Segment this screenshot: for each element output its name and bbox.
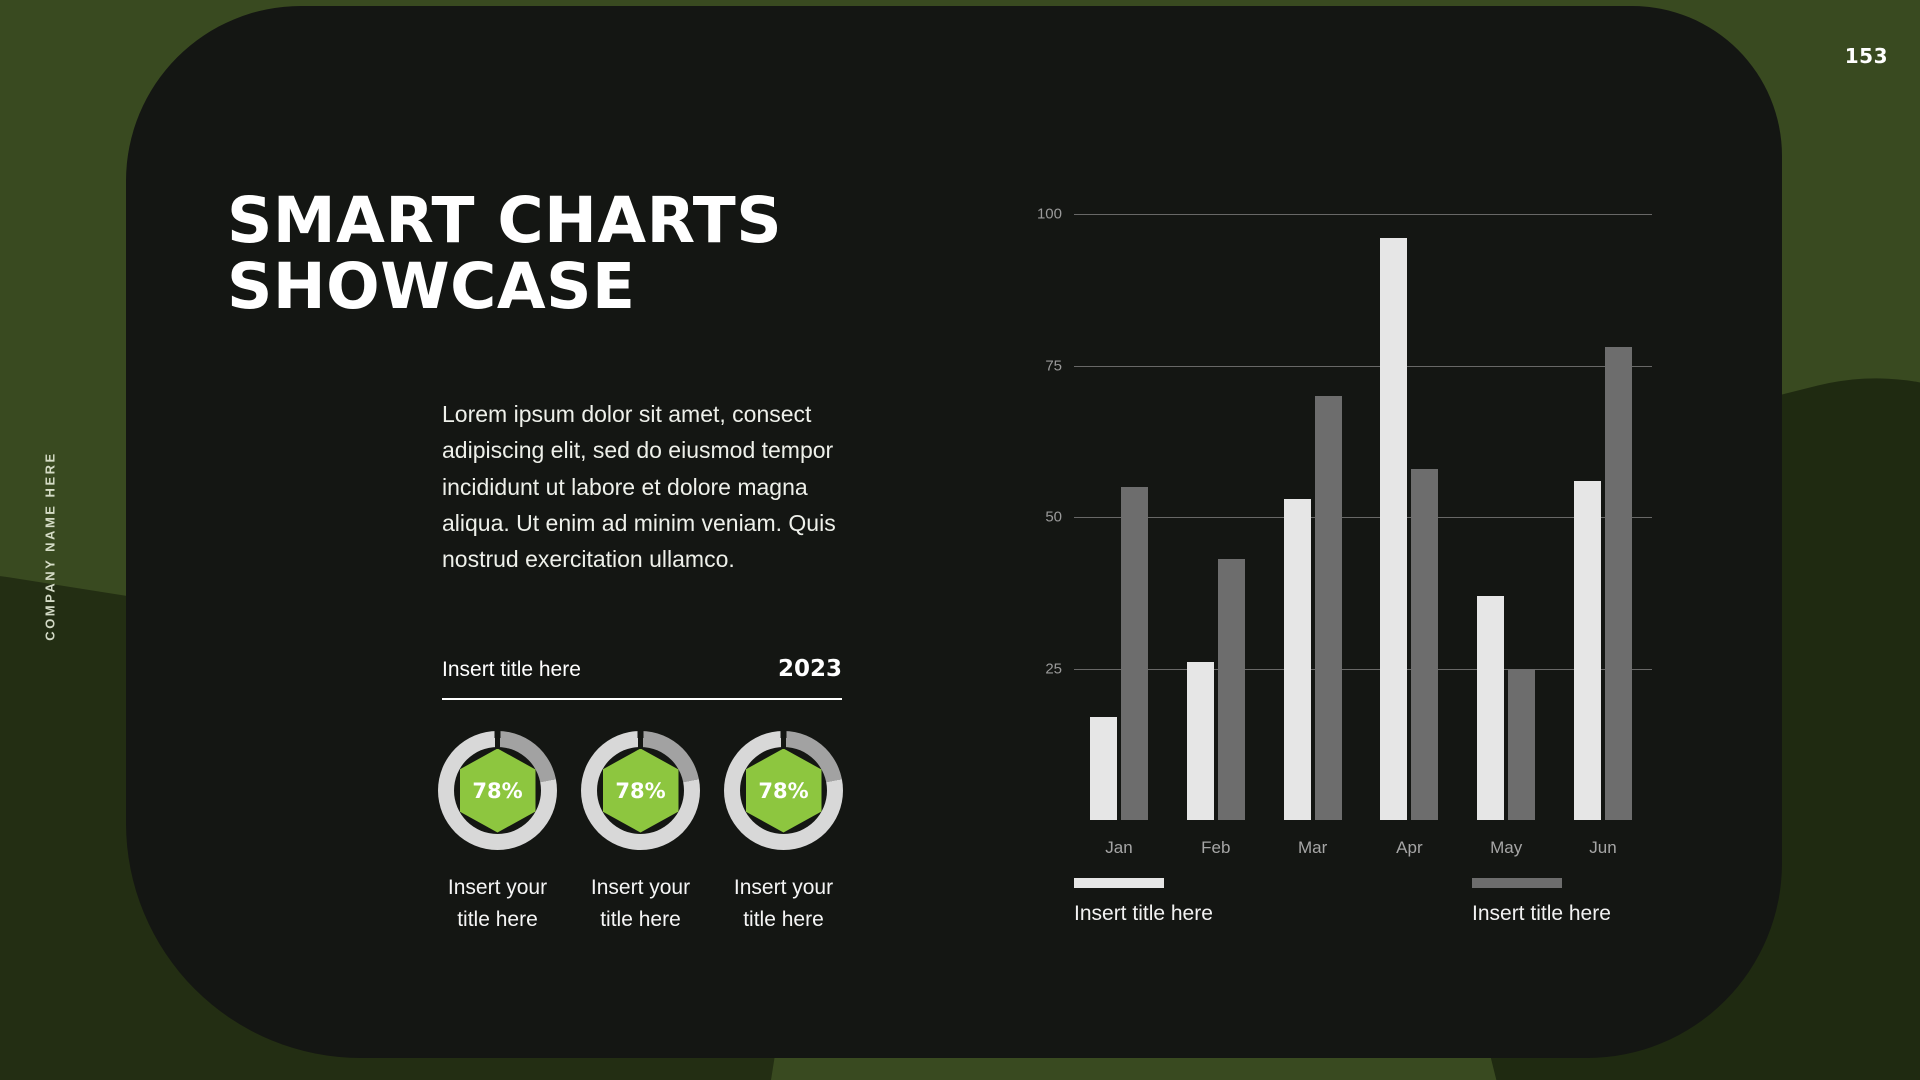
legend-label: Insert title here [1074,902,1213,925]
bar [1090,716,1117,820]
y-axis-tick-label: 50 [1045,508,1062,526]
x-axis-label: May [1490,838,1523,857]
x-axis-label: Apr [1396,838,1423,857]
bar [1186,662,1214,820]
gauge: 78% Insert your title here [724,731,843,935]
x-axis-label: Jan [1105,838,1133,857]
bar-group: Jun [1573,214,1632,857]
gauge: 78% Insert your title here [438,731,557,935]
bar-chart: 25 50 75 100 Jan Feb Mar Apr May Jun Insert title… [1037,206,1652,994]
hexagon-badge: 78% [602,748,679,833]
bar [1217,559,1245,820]
x-axis-label: Feb [1201,838,1231,857]
section-header: Insert title here 2023 [442,656,842,700]
bar-groups: Jan Feb Mar Apr May Jun [1074,214,1652,857]
donut-ring: 78% [724,731,843,850]
bar [1380,238,1408,820]
bar [1573,480,1601,820]
page-title: SMART CHARTS SHOWCASE [227,187,782,324]
bar [1314,395,1342,820]
company-name-vertical: COMPANY NAME HERE [42,451,58,641]
y-axis-tick-label: 75 [1045,357,1062,374]
page-title-line2: SHOWCASE [227,250,636,324]
gauge-row: 78% Insert your title here 78% Insert your … [438,731,843,935]
legend-label: Insert title here [1472,902,1611,925]
page-title-line1: SMART CHARTS [227,184,783,257]
gauge-percent: 78% [758,778,809,803]
intro-paragraph: Lorem ipsum dolor sit amet, consect adip… [442,401,836,573]
bar-chart-plot-area: 25 50 75 100 Jan Feb Mar Apr May Jun [1037,206,1652,857]
legend-item: Insert title here [1472,878,1611,926]
bar-group: May [1477,214,1536,857]
legend-item: Insert title here [1074,878,1213,926]
donut-ring: 78% [438,731,557,850]
section-year: 2023 [777,656,842,682]
bar [1477,595,1505,820]
bar [1411,468,1439,820]
legend-swatch [1472,878,1562,888]
gauge-caption: Insert your title here [733,876,834,931]
section-title: Insert title here [442,658,581,681]
bar-group: Jan [1090,214,1148,857]
gridline [1074,517,1652,518]
gauge: 78% Insert your title here [581,731,700,935]
bar-group: Feb [1186,214,1245,857]
gridline [1074,668,1652,670]
bar-group: Mar [1283,214,1342,857]
bar [1604,347,1632,820]
page-number: 153 [1844,44,1888,68]
bar-group: Apr [1380,214,1439,857]
gauge-caption: Insert your title here [590,876,691,931]
y-axis-tick-label: 100 [1036,205,1062,223]
bar [1283,498,1311,820]
donut-ring: 78% [581,731,700,850]
legend-swatch [1074,878,1164,888]
x-axis-label: Jun [1589,838,1617,857]
x-axis-label: Mar [1297,838,1328,857]
hexagon-badge: 78% [745,748,822,833]
gauge-percent: 78% [615,778,666,803]
gridline [1074,214,1652,215]
gridline [1074,365,1652,367]
bar [1508,668,1536,820]
gauge-caption: Insert your title here [447,876,548,931]
gauge-percent: 78% [472,778,523,803]
bar [1121,486,1148,820]
y-axis-tick-label: 25 [1045,660,1062,677]
